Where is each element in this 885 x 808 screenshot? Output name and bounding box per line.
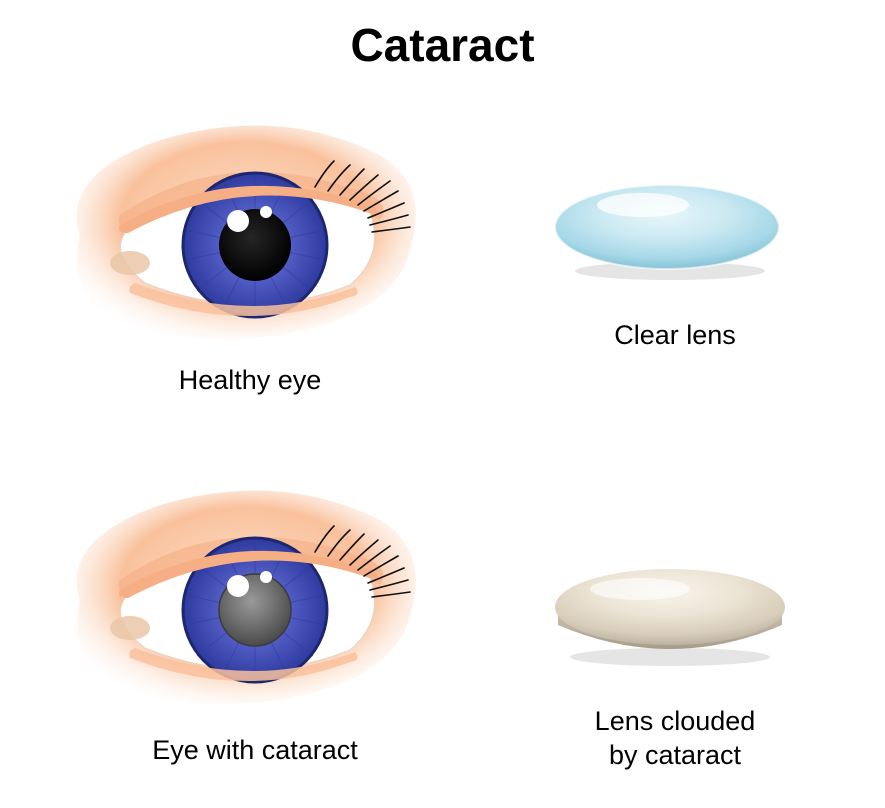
clear-lens-label: Clear lens [575, 320, 775, 351]
clear-lens-illustration [545, 175, 790, 290]
clouded-lens-illustration [540, 555, 800, 675]
healthy-eye-illustration [50, 115, 430, 350]
healthy-eye-label: Healthy eye [140, 365, 360, 396]
clouded-lens-label: Lens clouded by cataract [560, 705, 790, 773]
cataract-eye-label: Eye with cataract [115, 735, 395, 766]
diagram-title: Cataract [0, 18, 885, 72]
cataract-eye-illustration [50, 480, 430, 715]
